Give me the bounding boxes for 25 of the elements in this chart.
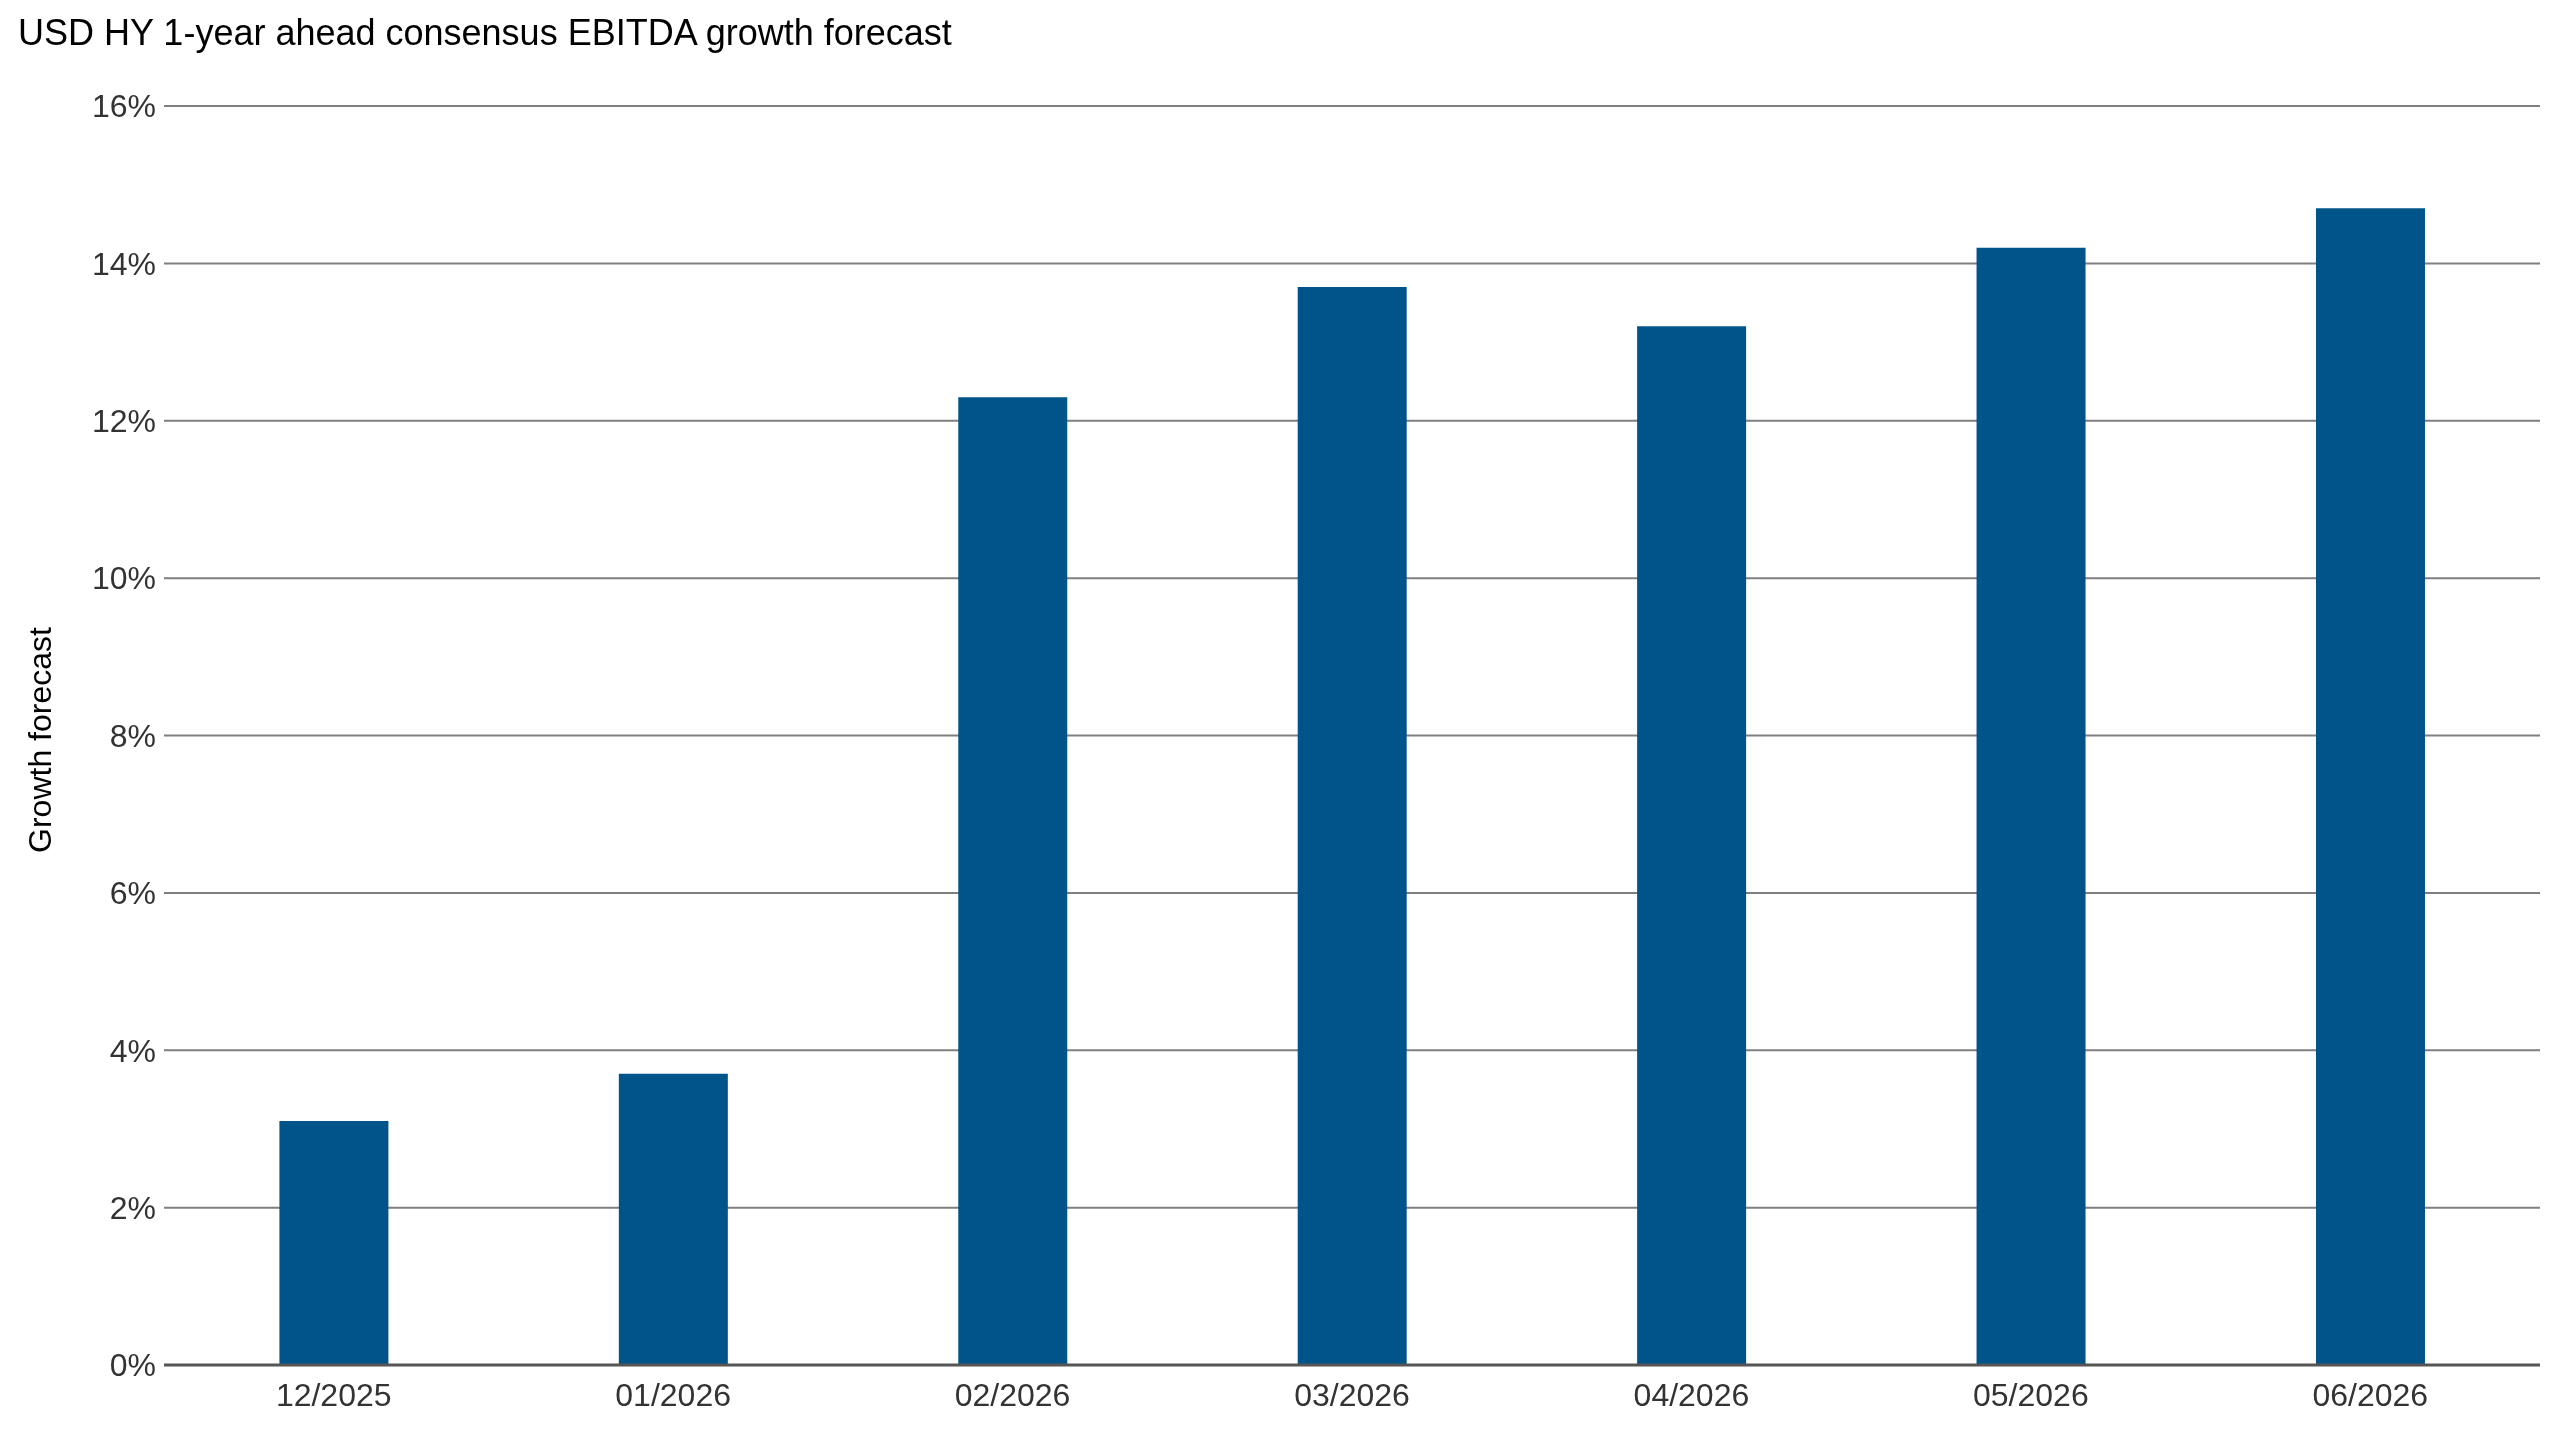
y-tick-label: 10%	[91, 560, 156, 597]
x-tick-label: 12/2025	[275, 1376, 392, 1413]
y-tick-label: 16%	[91, 88, 156, 125]
y-tick-label: 4%	[109, 1032, 156, 1069]
chart-title: USD HY 1-year ahead consensus EBITDA growth forecast	[18, 12, 952, 54]
x-tick-label: 04/2026	[1633, 1376, 1750, 1413]
y-tick-label: 14%	[91, 245, 156, 282]
y-tick-label: 0%	[109, 1347, 156, 1384]
y-tick-label: 6%	[109, 875, 156, 912]
bar	[2315, 208, 2425, 1365]
x-tick-label: 01/2026	[615, 1376, 731, 1413]
x-tick-label: 02/2026	[954, 1376, 1071, 1413]
x-tick-label: 03/2026	[1294, 1376, 1410, 1413]
bar	[279, 1121, 389, 1365]
x-tick-label: 06/2026	[2312, 1376, 2429, 1413]
bar	[958, 397, 1068, 1365]
y-tick-label: 2%	[109, 1189, 156, 1226]
y-tick-label: 8%	[109, 717, 156, 754]
bar	[1297, 286, 1407, 1365]
bar	[1637, 326, 1747, 1365]
bar	[618, 1073, 728, 1365]
x-tick-label: 05/2026	[1973, 1376, 2089, 1413]
y-axis-title: Growth forecast	[21, 627, 59, 853]
y-tick-label: 12%	[91, 403, 156, 440]
bar	[1976, 247, 2086, 1365]
